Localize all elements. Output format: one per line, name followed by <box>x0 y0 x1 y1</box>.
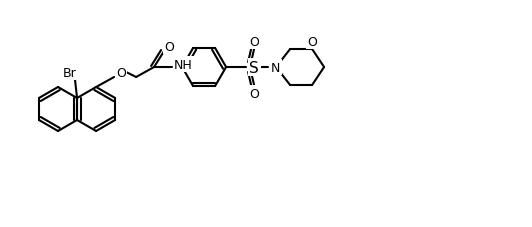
Text: O: O <box>307 35 317 48</box>
Text: N: N <box>271 61 280 74</box>
Text: O: O <box>249 35 259 48</box>
Text: O: O <box>249 87 259 100</box>
Text: S: S <box>249 60 259 75</box>
Text: Br: Br <box>63 66 77 79</box>
Text: NH: NH <box>174 58 193 71</box>
Text: O: O <box>164 40 174 53</box>
Text: O: O <box>116 66 126 79</box>
